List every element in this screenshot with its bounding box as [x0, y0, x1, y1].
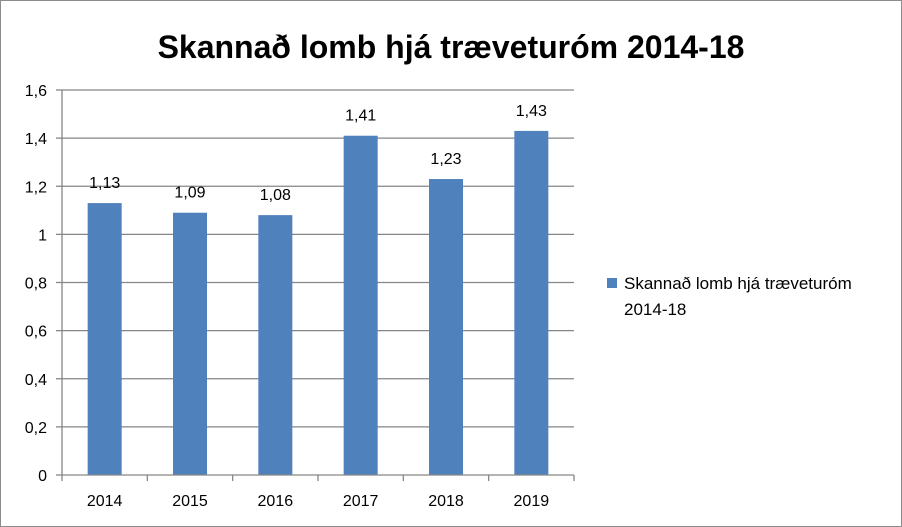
data-label: 1,13: [89, 175, 120, 192]
data-label: 1,09: [174, 185, 205, 202]
legend-label: Skannað lomb hjá træveturóm 2014-18: [624, 274, 852, 319]
bar: [173, 212, 207, 475]
bar: [258, 215, 293, 475]
x-tick-label: 2015: [172, 493, 208, 510]
bar: [343, 135, 378, 475]
y-tick-label: 0: [38, 468, 47, 485]
x-tick-label: 2017: [343, 493, 379, 510]
x-tick-label: 2018: [428, 493, 464, 510]
x-axis: 2014 2015 2016 2017 2018 2019: [61, 474, 575, 510]
x-tick-label: 2016: [258, 493, 294, 510]
x-tick-label: 2014: [87, 493, 123, 510]
bar-series: [87, 130, 549, 475]
y-axis: 0 0,2 0,4 0,6 0,8 1 1,2 1,4 1,6: [25, 83, 63, 485]
x-tick-label: 2019: [514, 493, 550, 510]
chart-title: Skannað lomb hjá træveturóm 2014-18: [158, 29, 745, 65]
data-label: 1,43: [516, 103, 547, 120]
data-labels: 1,13 1,09 1,08 1,41 1,23 1,43: [89, 103, 547, 204]
legend: Skannað lomb hjá træveturóm 2014-18: [607, 271, 897, 323]
y-tick-label: 0,8: [25, 276, 47, 293]
y-tick-label: 0,6: [25, 324, 47, 341]
y-tick-label: 1: [38, 227, 47, 244]
y-tick-label: 1,2: [25, 179, 47, 196]
gridlines: [62, 89, 574, 428]
bar: [514, 130, 549, 475]
data-label: 1,41: [345, 108, 376, 125]
legend-swatch: [607, 278, 617, 288]
data-label: 1,23: [430, 151, 461, 168]
y-tick-label: 0,2: [25, 420, 47, 437]
y-tick-label: 0,4: [25, 372, 47, 389]
data-label: 1,08: [260, 187, 291, 204]
y-tick-label: 1,6: [25, 83, 47, 100]
y-tick-label: 1,4: [25, 131, 47, 148]
bar: [429, 179, 463, 475]
bar: [87, 203, 122, 475]
